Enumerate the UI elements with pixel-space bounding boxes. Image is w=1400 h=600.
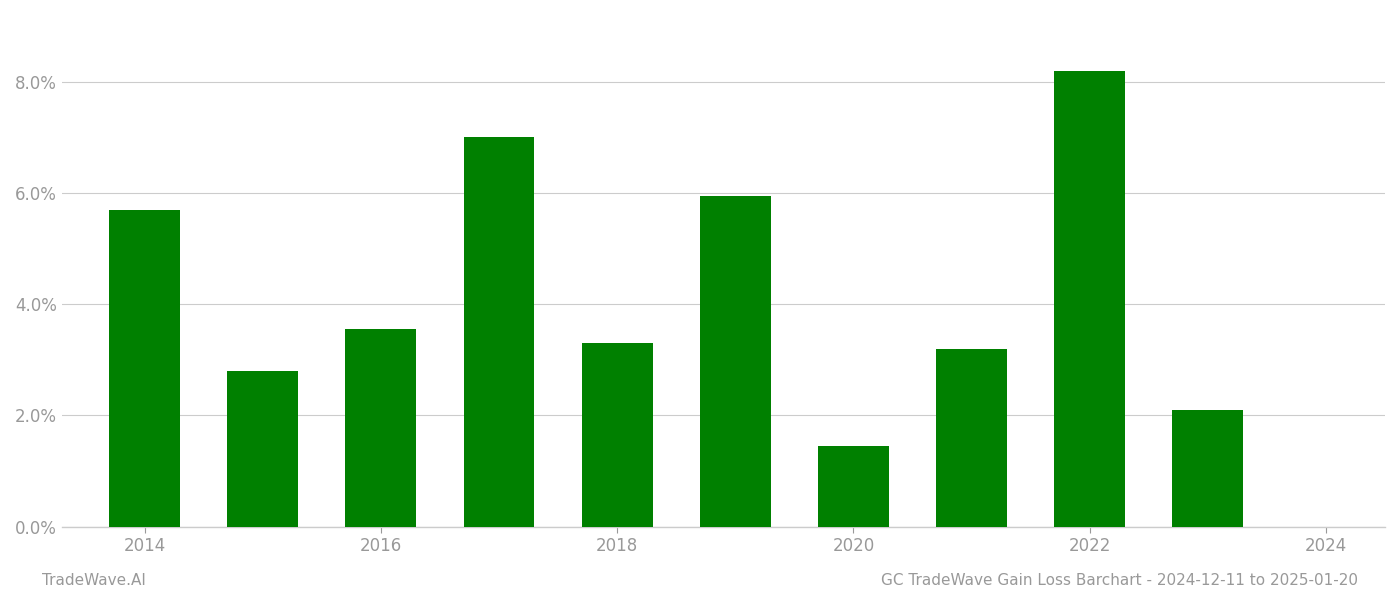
Text: GC TradeWave Gain Loss Barchart - 2024-12-11 to 2025-01-20: GC TradeWave Gain Loss Barchart - 2024-1… [881, 573, 1358, 588]
Text: TradeWave.AI: TradeWave.AI [42, 573, 146, 588]
Bar [1172, 410, 1243, 527]
Bar [346, 329, 416, 527]
Bar [818, 446, 889, 527]
Bar [463, 137, 535, 527]
Bar [581, 343, 652, 527]
Bar [937, 349, 1007, 527]
Bar [227, 371, 298, 527]
Bar [109, 209, 181, 527]
Bar [1054, 71, 1126, 527]
Bar [700, 196, 770, 527]
